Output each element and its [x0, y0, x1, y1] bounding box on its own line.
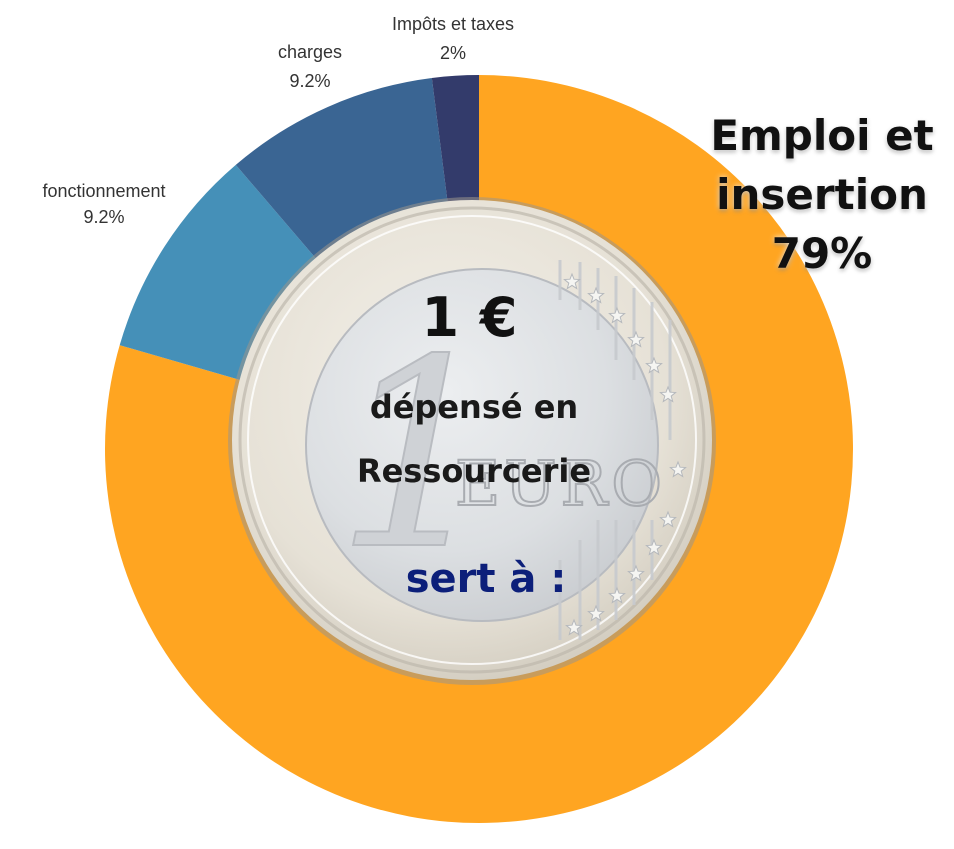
- star-icon: [608, 306, 626, 324]
- highlight-line-1: Emploi et: [710, 111, 934, 160]
- center-amount: 1 €: [421, 286, 519, 349]
- star-icon: [659, 510, 677, 528]
- coin-numeral: 1: [335, 305, 500, 607]
- star-icon: [645, 538, 663, 556]
- label-impots-value: 2%: [439, 43, 466, 63]
- label-charges-name: charges: [277, 42, 343, 62]
- star-icon: [587, 604, 605, 622]
- coin-engraving: EURO: [455, 447, 666, 520]
- star-icon: [627, 330, 645, 348]
- highlight-percent: 79%: [771, 229, 873, 278]
- label-charges: charges 9.2%: [278, 38, 342, 96]
- star-icon: [565, 618, 583, 636]
- label-charges-value: 9.2%: [289, 71, 331, 91]
- label-fonctionnement: fonctionnement 9.2%: [42, 178, 165, 230]
- star-icon: [669, 460, 687, 478]
- emploi-insertion-label: Emploi et insertion 79%: [710, 106, 933, 283]
- center-text-sert-a: sert à :: [405, 556, 567, 602]
- star-icon: [563, 272, 581, 290]
- euro-coin-image: 1 EURO: [228, 197, 716, 685]
- center-text-line-1: dépensé en: [369, 388, 579, 426]
- star-icon: [659, 385, 677, 403]
- label-impots-name: Impôts et taxes: [391, 14, 515, 34]
- center-text-line-2: Ressourcerie: [356, 452, 592, 490]
- star-icon: [587, 286, 605, 304]
- star-icon: [645, 356, 663, 374]
- label-impots: Impôts et taxes 2%: [392, 10, 514, 68]
- star-icon: [627, 564, 645, 582]
- highlight-line-2: insertion: [716, 170, 928, 219]
- slice-emploi-et-insertion: [104, 75, 853, 823]
- label-fonctionnement-value: 9.2%: [83, 207, 125, 227]
- label-fonctionnement-name: fonctionnement: [42, 181, 166, 201]
- star-icon: [608, 586, 626, 604]
